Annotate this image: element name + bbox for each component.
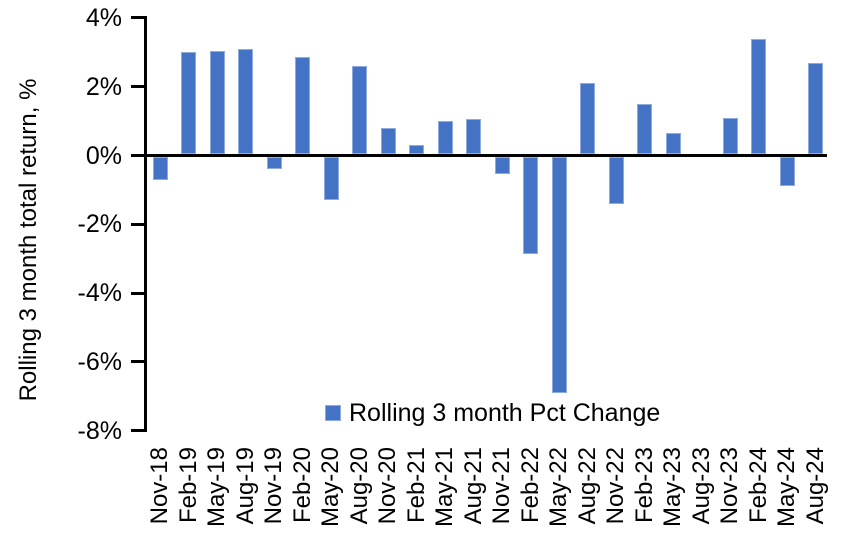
- y-tick-label: -2%: [77, 210, 122, 239]
- x-tick-label: Feb-24: [744, 447, 772, 524]
- bar-Feb-19: [181, 52, 196, 155]
- y-tick-label: -6%: [77, 347, 122, 376]
- bar-Feb-20: [295, 57, 310, 155]
- y-tick-label: 2%: [85, 72, 122, 101]
- bar-Aug-22: [580, 83, 595, 155]
- bar-Nov-22: [608, 157, 624, 204]
- x-tick-label: May-24: [773, 447, 800, 528]
- x-tick-label: Aug-24: [801, 447, 829, 525]
- y-tick-mark: [131, 291, 144, 295]
- x-tick-label: Nov-19: [260, 447, 287, 525]
- x-tick-label: May-21: [431, 447, 458, 528]
- x-tick-label: Feb-21: [402, 447, 430, 524]
- x-tick-label: Nov-20: [374, 447, 401, 525]
- x-tick-label: May-20: [317, 447, 344, 528]
- x-tick-label: Nov-22: [602, 447, 629, 525]
- x-tick-label: May-22: [545, 447, 572, 528]
- bar-Feb-23: [637, 103, 652, 155]
- bar-Nov-20: [380, 127, 396, 155]
- bar-May-21: [437, 121, 453, 155]
- y-tick-mark: [131, 154, 144, 157]
- x-tick-label: Aug-21: [459, 447, 487, 525]
- y-tick-label: 4%: [85, 3, 122, 32]
- bar-May-24: [779, 157, 795, 187]
- y-tick-label: -4%: [77, 279, 122, 308]
- x-tick-label: Feb-22: [516, 447, 544, 524]
- bar-May-20: [323, 157, 339, 201]
- y-tick-mark: [131, 429, 144, 433]
- bar-May-19: [209, 50, 225, 155]
- y-tick-mark: [131, 222, 144, 226]
- bar-Nov-21: [494, 157, 510, 175]
- bar-Aug-19: [238, 48, 253, 155]
- bar-Feb-21: [409, 145, 424, 155]
- x-tick-label: Aug-19: [231, 447, 259, 525]
- legend-label: Rolling 3 month Pct Change: [349, 399, 661, 427]
- x-tick-label: Feb-19: [174, 447, 202, 524]
- legend: Rolling 3 month Pct Change: [325, 400, 660, 426]
- x-tick-label: Feb-23: [630, 447, 658, 524]
- x-tick-label: Aug-20: [345, 447, 373, 525]
- legend-color-swatch: [325, 405, 341, 421]
- bar-Nov-18: [152, 157, 168, 180]
- x-tick-label: May-23: [659, 447, 686, 528]
- x-tick-label: Aug-23: [687, 447, 715, 525]
- bar-Aug-20: [352, 66, 367, 155]
- x-tick-label: Nov-18: [146, 447, 173, 525]
- x-tick-label: May-19: [203, 447, 230, 528]
- bar-Aug-24: [808, 62, 823, 155]
- x-tick-label: Nov-23: [716, 447, 743, 525]
- y-tick-mark: [131, 360, 144, 364]
- x-tick-label: Aug-22: [573, 447, 601, 525]
- y-tick-label: -8%: [77, 416, 122, 445]
- bar-Feb-22: [523, 157, 538, 254]
- y-tick-label: 0%: [85, 141, 122, 170]
- y-tick-mark: [131, 16, 144, 20]
- bar-May-23: [665, 133, 681, 155]
- bar-Aug-21: [466, 119, 481, 155]
- y-tick-mark: [131, 85, 144, 89]
- bar-May-22: [551, 157, 567, 393]
- x-tick-label: Feb-20: [288, 447, 316, 524]
- x-tick-label: Nov-21: [488, 447, 515, 525]
- y-axis-line: [144, 16, 147, 433]
- bar-Feb-24: [751, 38, 766, 155]
- bar-Nov-19: [266, 157, 282, 170]
- x-axis-zero-line: [146, 154, 827, 157]
- bar-Nov-23: [722, 117, 738, 155]
